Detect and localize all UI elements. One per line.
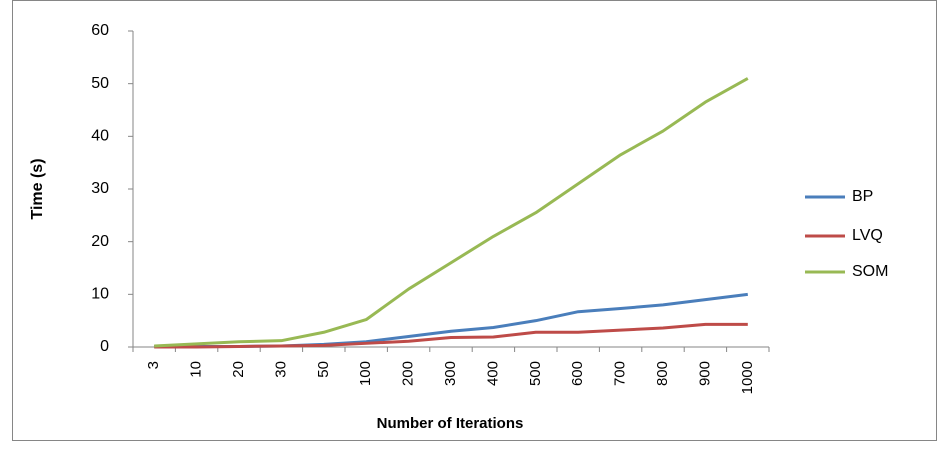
y-tick-label: 10	[91, 286, 109, 303]
x-tick-label: 1000	[739, 361, 756, 394]
x-tick-label: 100	[357, 361, 374, 386]
x-tick-label: 800	[654, 361, 671, 386]
series-line	[154, 322, 748, 349]
legend-label: BP	[852, 188, 873, 205]
x-tick-label: 500	[527, 361, 544, 386]
series-line	[154, 77, 749, 348]
x-tick-label: 20	[230, 361, 247, 378]
x-tick-label: 3	[145, 361, 162, 369]
x-tick-label: 600	[569, 361, 586, 386]
x-tick-label: 50	[315, 361, 332, 378]
x-tick-label: 200	[400, 361, 417, 386]
y-tick-label: 50	[91, 75, 109, 92]
y-tick-label: 0	[100, 338, 109, 355]
chart-frame	[12, 0, 937, 441]
y-axis-label: Time (s)	[29, 158, 46, 219]
y-tick-label: 40	[91, 128, 109, 145]
x-tick-label: 300	[442, 361, 459, 386]
y-tick-label: 60	[91, 22, 109, 39]
x-tick-label: 10	[188, 361, 205, 378]
x-axis-label: Number of Iterations	[377, 415, 524, 432]
legend-label: LVQ	[852, 227, 883, 244]
x-tick-label: 400	[484, 361, 501, 386]
x-tick-label: 700	[612, 361, 629, 386]
x-tick-label: 900	[696, 361, 713, 386]
y-tick-label: 20	[91, 233, 109, 250]
y-tick-label: 30	[91, 180, 109, 197]
x-tick-label: 30	[272, 361, 289, 378]
legend-label: SOM	[852, 263, 888, 280]
